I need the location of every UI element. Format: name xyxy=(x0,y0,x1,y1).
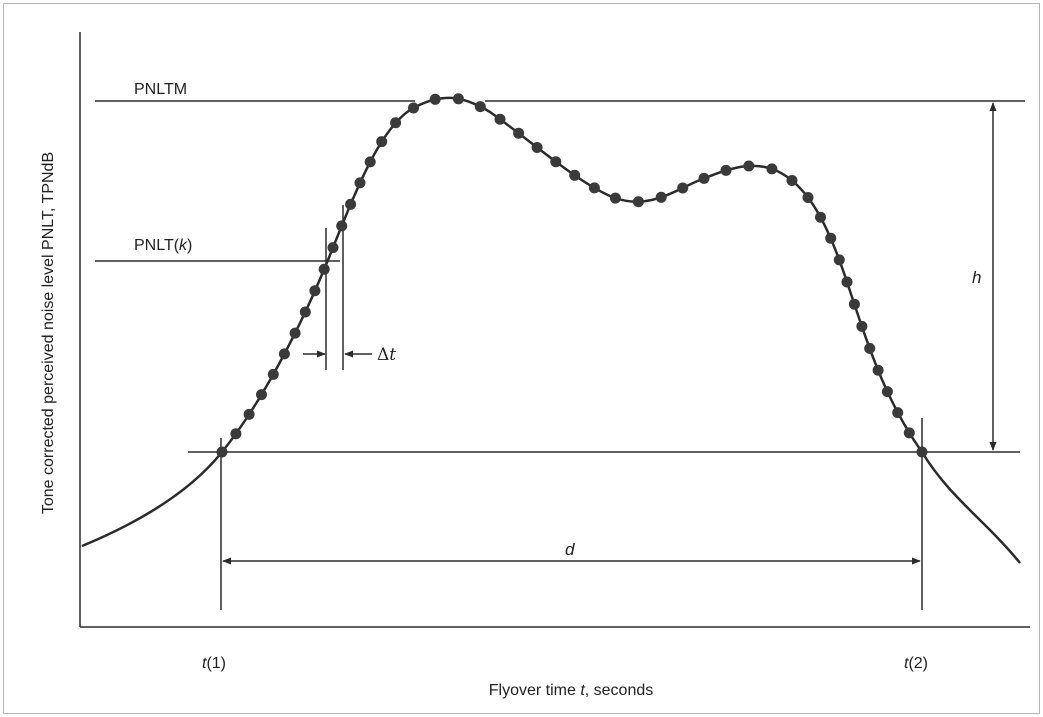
pnltk-label-suffix: ) xyxy=(187,237,192,254)
pnltm-label: PNLTM xyxy=(134,81,187,98)
t2-label: t(2) xyxy=(904,655,928,672)
sample-point xyxy=(278,348,290,360)
sample-point xyxy=(815,211,826,223)
sample-point xyxy=(872,364,884,376)
pnlt-curve xyxy=(81,96,1021,564)
t2-label-idx: (2) xyxy=(908,655,928,672)
sample-point xyxy=(531,142,543,153)
sample-point xyxy=(632,196,644,208)
x-axis-label-var: t xyxy=(580,682,585,699)
sample-point xyxy=(766,163,778,175)
sample-point xyxy=(345,198,357,210)
sample-point xyxy=(609,192,621,204)
sample-point xyxy=(474,101,486,113)
sample-point xyxy=(408,102,419,114)
sample-point xyxy=(856,320,868,332)
sample-points xyxy=(230,93,915,440)
x-axis-label: Flyover time t, seconds xyxy=(489,682,654,699)
x-axis-label-prefix: Flyover time xyxy=(489,682,581,699)
sample-point xyxy=(892,407,904,419)
t1-label-var: t xyxy=(202,655,207,672)
pnltk-label-var: k xyxy=(179,237,188,254)
sample-point xyxy=(376,136,388,148)
sample-point xyxy=(390,117,402,129)
sample-point xyxy=(786,175,798,186)
pnltk-label: PNLT(k) xyxy=(134,237,192,254)
reference-lines xyxy=(95,100,1025,453)
sample-point xyxy=(677,182,689,194)
sample-point xyxy=(550,156,562,168)
sample-point xyxy=(318,263,330,275)
sample-point xyxy=(243,408,255,420)
delta-var: t xyxy=(389,345,396,365)
sample-point xyxy=(698,172,710,184)
figure-frame xyxy=(3,3,1040,714)
sample-point xyxy=(881,386,893,398)
sample-point xyxy=(289,327,301,339)
sample-point xyxy=(299,306,311,318)
pnltk-label-prefix: PNLT( xyxy=(134,237,180,254)
sample-point xyxy=(848,298,860,310)
sample-point xyxy=(655,191,667,203)
sample-point xyxy=(354,177,366,189)
sample-point xyxy=(588,182,600,194)
sample-point xyxy=(364,156,376,168)
t1-label: t(1) xyxy=(202,655,226,672)
sample-point xyxy=(825,232,837,244)
h-label: h xyxy=(972,268,981,287)
sample-point xyxy=(452,93,464,105)
delta-symbol: Δ xyxy=(377,345,389,365)
sample-point xyxy=(513,127,525,139)
t1-intersection-point xyxy=(216,446,228,458)
sample-point xyxy=(267,368,279,380)
sample-point xyxy=(429,93,441,105)
sample-point xyxy=(230,428,242,440)
sample-point xyxy=(833,254,845,266)
x-axis-label-suffix: , seconds xyxy=(585,682,653,699)
sample-point xyxy=(743,160,755,172)
sample-point xyxy=(494,113,506,125)
delta-t-label: Δt xyxy=(377,345,396,365)
sample-point xyxy=(336,220,348,232)
sample-point xyxy=(327,242,339,254)
sample-point xyxy=(864,342,876,354)
sample-point xyxy=(720,164,732,176)
axes xyxy=(79,32,1030,628)
sample-point xyxy=(569,169,581,181)
d-label: d xyxy=(565,540,575,559)
t2-label-var: t xyxy=(904,655,909,672)
guide-lines xyxy=(220,205,923,610)
sample-point xyxy=(256,389,267,401)
y-axis-label: Tone corrected perceived noise level PNL… xyxy=(40,152,57,514)
sample-point xyxy=(903,427,915,439)
t2-intersection-point xyxy=(916,446,928,458)
sample-point xyxy=(841,276,853,288)
sample-point xyxy=(802,192,814,203)
t1-label-idx: (1) xyxy=(206,655,226,672)
sample-point xyxy=(309,285,321,297)
